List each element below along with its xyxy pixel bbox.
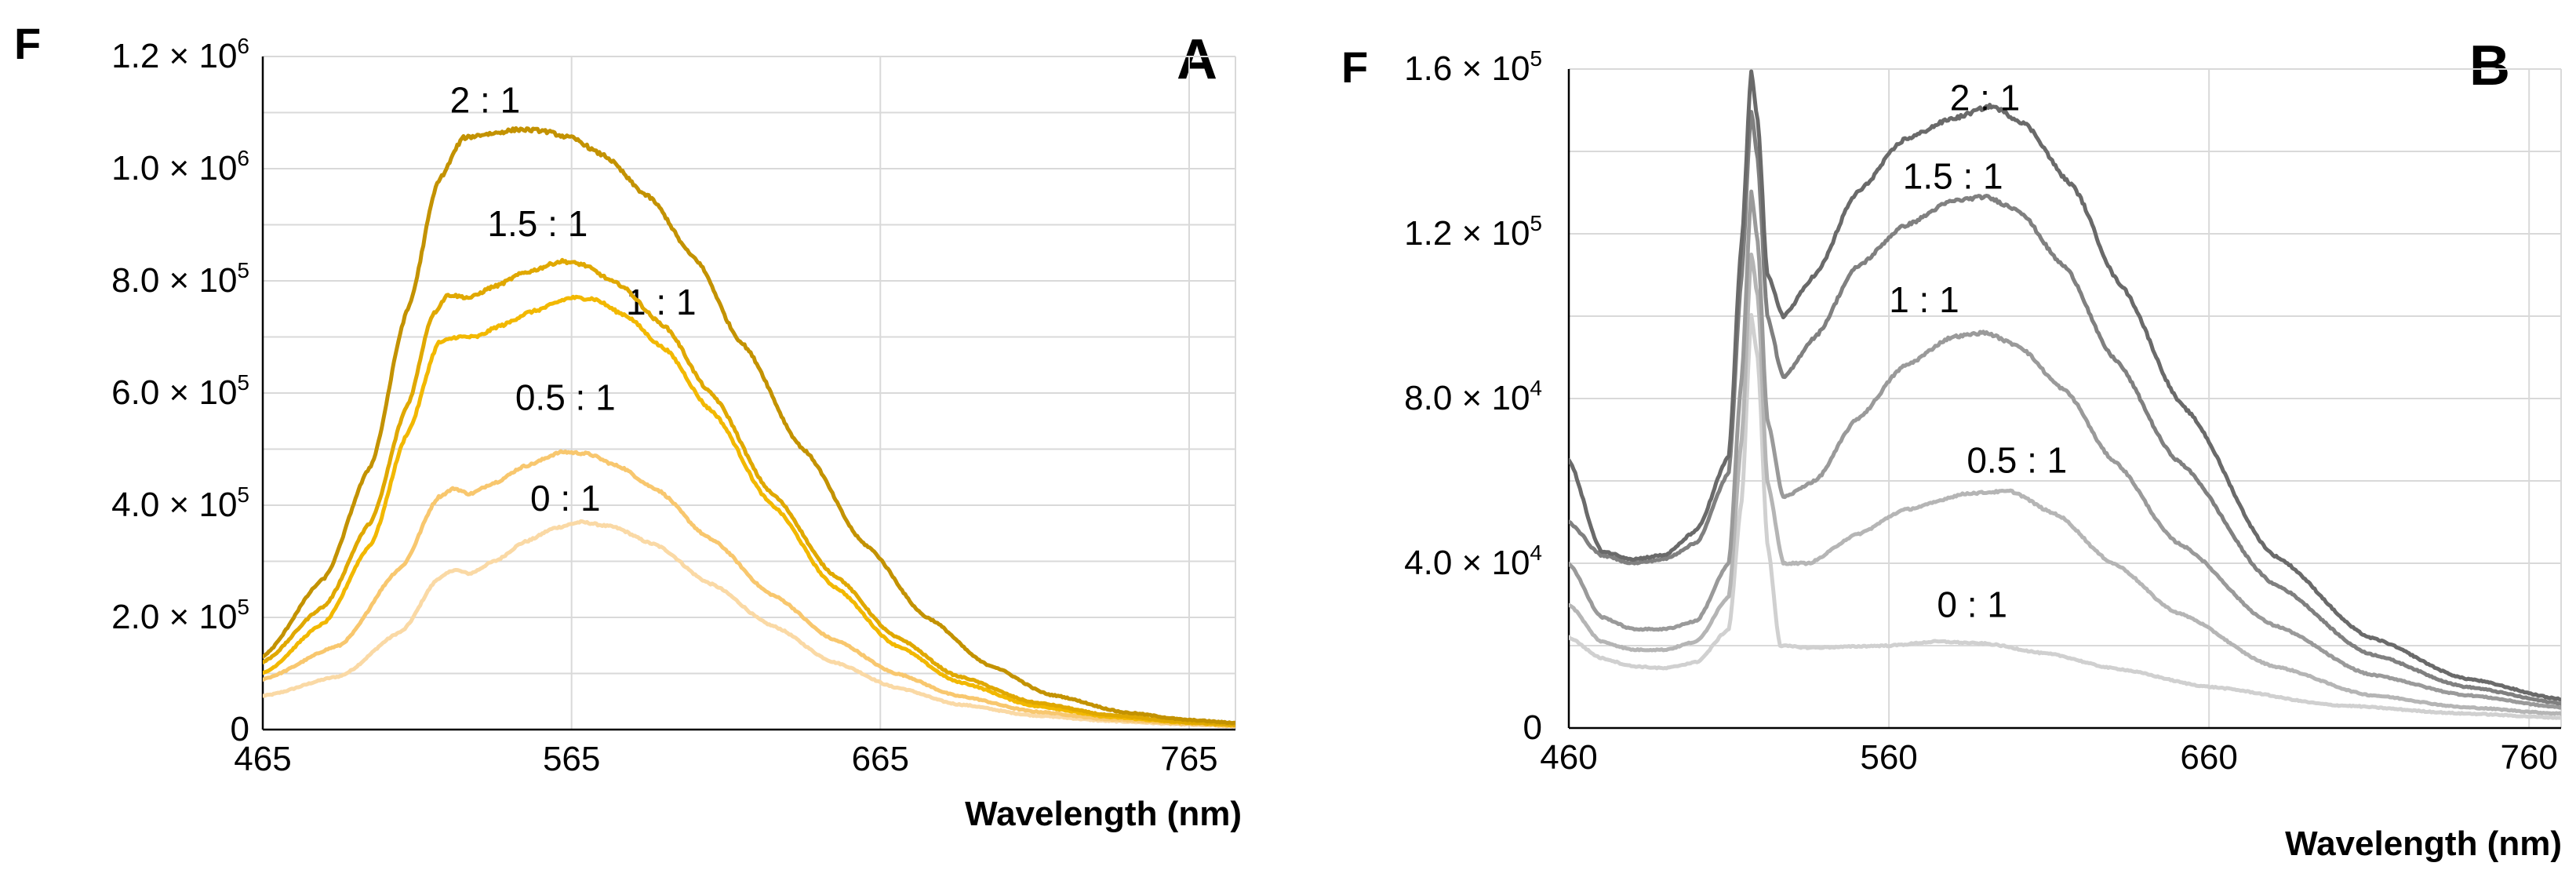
panel-a-y-axis-label: F xyxy=(14,19,41,68)
panel-a-series-label: 0.5 : 1 xyxy=(515,377,616,417)
panel-a-series-line xyxy=(263,449,1235,729)
panel-a-x-tick-label: 465 xyxy=(234,740,291,778)
panel-a-y-tick-label: 8.0 × 105 xyxy=(111,258,249,300)
panel-a-y-tick-label: 1.0 × 106 xyxy=(111,146,249,187)
panel-a-y-tick-label: 2.0 × 105 xyxy=(111,595,249,636)
panel-a-series-line xyxy=(263,519,1235,729)
panel-a-series-label: 1.5 : 1 xyxy=(487,203,588,244)
panel-a-series-label: 2 : 1 xyxy=(450,80,521,121)
panel-b-series-line xyxy=(1569,253,2561,716)
panel-b-y-tick-label: 8.0 × 104 xyxy=(1404,376,1542,417)
panel-b-series-line xyxy=(1569,313,2561,720)
panel-b-series-line xyxy=(1569,69,2561,702)
panel-b-y-axis-label: F xyxy=(1341,42,1368,92)
panel-a-y-tick-label: 4.0 × 105 xyxy=(111,482,249,524)
panel-a-y-tick-label: 1.2 × 106 xyxy=(111,34,249,75)
panel-b-y-tick-label: 4.0 × 104 xyxy=(1404,541,1542,582)
panel-b-series-label: 0 : 1 xyxy=(1937,584,2007,624)
panel-a-x-axis-label: Wavelength (nm) xyxy=(965,795,1242,833)
panel-b-x-tick-label: 760 xyxy=(2500,738,2557,777)
panel-b-x-axis-label: Wavelength (nm) xyxy=(2285,824,2562,863)
panel-b-series-line xyxy=(1569,189,2561,710)
panel-b-series-label: 1 : 1 xyxy=(1889,279,1959,320)
panel-b-x-tick-label: 560 xyxy=(1860,738,1917,777)
panel-a-x-tick-label: 665 xyxy=(852,740,909,778)
panel-b-y-tick-label: 0 xyxy=(1523,708,1542,747)
panel-b-x-tick-label: 460 xyxy=(1540,738,1597,777)
panel-b-letter: B xyxy=(2469,35,2510,97)
panel-a-x-tick-label: 565 xyxy=(543,740,600,778)
panel-a: F A Wavelength (nm) 465 565 665 765 0 2.0 × 1… xyxy=(14,19,1242,833)
panel-a-x-tick-label: 765 xyxy=(1160,740,1217,778)
panel-a-series-line xyxy=(263,126,1235,726)
panel-b-series-label: 0.5 : 1 xyxy=(1967,440,2067,481)
panel-b-y-tick-label: 1.6 × 105 xyxy=(1404,46,1542,88)
panel-a-letter: A xyxy=(1177,28,1217,91)
panel-a-y-tick-label: 6.0 × 105 xyxy=(111,370,249,412)
panel-a-series-line xyxy=(263,257,1235,727)
panel-b-x-tick-label: 660 xyxy=(2180,738,2237,777)
panel-a-series-label: 0 : 1 xyxy=(530,478,601,519)
panel-b: F B Wavelength (nm) 460 560 660 760 0 4.0 × 1… xyxy=(1341,35,2562,863)
panel-a-y-tick-label: 0 xyxy=(231,710,249,748)
panel-a-series-line xyxy=(263,294,1235,728)
panel-b-y-tick-label: 1.2 × 105 xyxy=(1404,211,1542,253)
panel-b-series-label: 1.5 : 1 xyxy=(1903,155,2003,196)
panel-b-series-label: 2 : 1 xyxy=(1950,78,2021,118)
